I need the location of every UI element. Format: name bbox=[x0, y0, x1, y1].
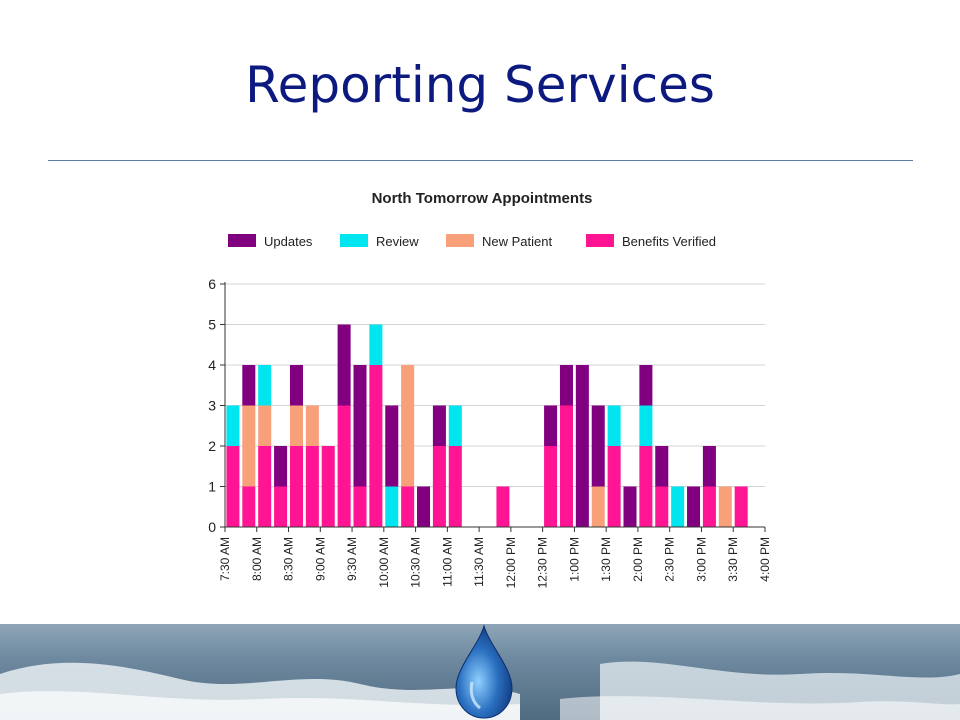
bar-segment bbox=[687, 486, 701, 527]
bar-segment bbox=[432, 405, 446, 446]
x-tick-label: 9:30 AM bbox=[345, 537, 359, 581]
bar-segment bbox=[258, 405, 272, 446]
bar-segment bbox=[258, 446, 272, 527]
bar-segment bbox=[702, 486, 716, 527]
bar-segment bbox=[655, 446, 669, 487]
bar-segment bbox=[337, 324, 351, 406]
legend-swatch bbox=[446, 234, 474, 247]
bar-segment bbox=[274, 486, 288, 527]
y-tick-label: 0 bbox=[208, 519, 216, 535]
y-tick-label: 1 bbox=[208, 479, 216, 495]
bar-segment bbox=[401, 365, 415, 487]
bar-segment bbox=[544, 446, 558, 527]
bar-segment bbox=[559, 405, 573, 527]
legend-label: New Patient bbox=[482, 234, 552, 249]
x-tick-label: 1:00 PM bbox=[567, 537, 581, 582]
bar-segment bbox=[305, 405, 319, 446]
x-tick-label: 8:30 AM bbox=[282, 537, 296, 581]
bar-segment bbox=[401, 486, 415, 527]
x-tick-label: 10:00 AM bbox=[377, 537, 391, 588]
bar-segment bbox=[242, 405, 256, 487]
legend-label: Review bbox=[376, 234, 419, 249]
bar-segment bbox=[448, 405, 462, 446]
bar-segment bbox=[702, 446, 716, 487]
bar-segment bbox=[607, 446, 621, 527]
chart-bars bbox=[226, 324, 748, 527]
bar-segment bbox=[623, 486, 637, 527]
y-tick-label: 6 bbox=[208, 276, 216, 292]
legend-label: Updates bbox=[264, 234, 313, 249]
x-tick-label: 2:00 PM bbox=[631, 537, 645, 582]
x-tick-label: 3:00 PM bbox=[694, 537, 708, 582]
appointments-chart: North Tomorrow Appointments Updates Revie… bbox=[208, 190, 772, 588]
ocean-banner-image bbox=[0, 624, 960, 720]
y-tick-label: 2 bbox=[208, 438, 216, 454]
bar-segment bbox=[575, 365, 589, 527]
x-tick-label: 7:30 AM bbox=[218, 537, 232, 581]
water-drop-icon bbox=[455, 624, 513, 719]
x-tick-label: 8:00 AM bbox=[250, 537, 264, 581]
bar-segment bbox=[289, 446, 303, 527]
x-tick-label: 12:00 PM bbox=[504, 537, 518, 588]
bar-segment bbox=[369, 365, 383, 527]
x-tick-label: 11:00 AM bbox=[440, 537, 454, 587]
x-tick-label: 2:30 PM bbox=[663, 537, 677, 582]
bar-segment bbox=[385, 486, 399, 527]
bar-segment bbox=[448, 446, 462, 527]
y-tick-label: 4 bbox=[208, 357, 216, 373]
y-tick-label: 3 bbox=[208, 398, 216, 414]
bar-segment bbox=[305, 446, 319, 527]
bar-segment bbox=[274, 446, 288, 487]
bar-segment bbox=[671, 486, 685, 527]
y-axis-ticks: 0 1 2 3 4 5 6 bbox=[208, 276, 225, 535]
bar-segment bbox=[718, 486, 732, 527]
bar-segment bbox=[544, 405, 558, 446]
bar-segment bbox=[591, 405, 605, 487]
x-tick-label: 4:00 PM bbox=[758, 537, 772, 582]
x-tick-label: 9:00 AM bbox=[313, 537, 327, 581]
legend-swatch bbox=[340, 234, 368, 247]
bar-segment bbox=[242, 365, 256, 406]
bar-segment bbox=[639, 405, 653, 446]
bar-segment bbox=[607, 405, 621, 446]
bar-segment bbox=[353, 486, 367, 527]
bar-segment bbox=[734, 486, 748, 527]
bar-segment bbox=[639, 446, 653, 527]
x-axis-ticks: 7:30 AM 8:00 AM 8:30 AM 9:00 AM 9:30 AM 10:00… bbox=[218, 527, 772, 588]
bar-segment bbox=[226, 405, 240, 446]
bar-segment bbox=[353, 365, 367, 487]
bar-segment bbox=[258, 365, 272, 406]
bar-segment bbox=[591, 486, 605, 527]
y-tick-label: 5 bbox=[208, 317, 216, 333]
bar-segment bbox=[496, 486, 510, 527]
bar-segment bbox=[655, 486, 669, 527]
x-tick-label: 1:30 PM bbox=[599, 537, 613, 582]
x-tick-label: 12:30 PM bbox=[536, 537, 550, 588]
bar-segment bbox=[432, 446, 446, 527]
bar-segment bbox=[289, 365, 303, 406]
legend-swatch bbox=[228, 234, 256, 247]
bar-segment bbox=[417, 486, 431, 527]
bar-segment bbox=[337, 405, 351, 527]
title-divider bbox=[48, 160, 913, 161]
legend-label: Benefits Verified bbox=[622, 234, 716, 249]
x-tick-label: 11:30 AM bbox=[472, 537, 486, 587]
x-tick-label: 3:30 PM bbox=[726, 537, 740, 582]
legend-swatch bbox=[586, 234, 614, 247]
bar-segment bbox=[385, 405, 399, 487]
bar-segment bbox=[639, 365, 653, 406]
chart-title: North Tomorrow Appointments bbox=[372, 190, 593, 207]
bar-segment bbox=[289, 405, 303, 446]
bar-segment bbox=[226, 446, 240, 527]
bar-segment bbox=[242, 486, 256, 527]
x-tick-label: 10:30 AM bbox=[409, 537, 423, 588]
slide-title: Reporting Services bbox=[245, 56, 715, 114]
bar-segment bbox=[321, 446, 335, 527]
chart-legend: Updates Review New Patient Benefits Verifie… bbox=[228, 234, 716, 249]
bar-segment bbox=[369, 324, 383, 365]
bar-segment bbox=[559, 365, 573, 406]
